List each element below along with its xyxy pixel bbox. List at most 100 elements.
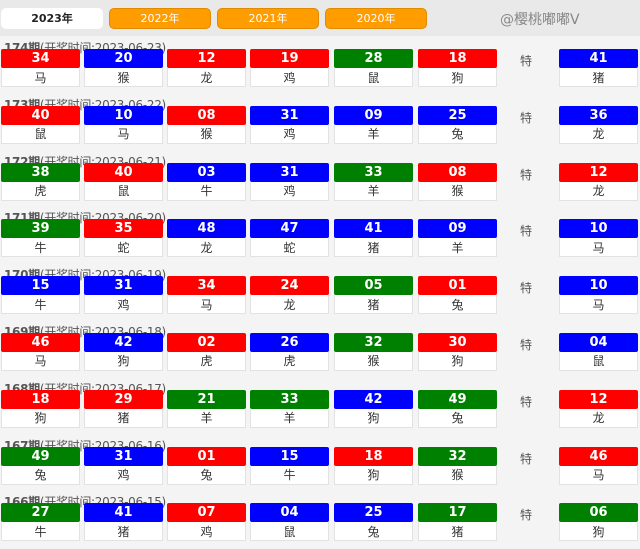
ball-number: 12: [167, 49, 246, 68]
ball-number: 10: [84, 105, 163, 125]
ball-number: 12: [559, 162, 638, 182]
ball: 08 猴: [418, 162, 497, 201]
zodiac: 猴: [167, 124, 246, 144]
zodiac: 鼠: [559, 351, 638, 371]
ball: 05 猪: [334, 276, 413, 315]
tab-2021[interactable]: 2021年: [217, 7, 319, 29]
ball-number: 40: [84, 162, 163, 182]
zodiac: 鼠: [334, 68, 413, 87]
special-ball: 10 马: [559, 219, 638, 258]
zodiac: 鸡: [84, 465, 163, 485]
ball-number: 39: [1, 219, 80, 239]
ball: 46 马: [1, 332, 80, 371]
special-label: 特: [520, 54, 533, 68]
zodiac: 猪: [84, 522, 163, 542]
zodiac: 牛: [250, 465, 329, 485]
zodiac: 兔: [418, 124, 497, 144]
ball-number: 12: [559, 389, 638, 409]
zodiac: 马: [559, 295, 638, 315]
zodiac: 马: [167, 295, 246, 315]
zodiac: 猪: [334, 295, 413, 315]
zodiac: 龙: [167, 238, 246, 258]
ball-number: 38: [1, 162, 80, 182]
ball: 31 鸡: [250, 162, 329, 201]
special-ball: 10 马: [559, 276, 638, 315]
ball-number: 46: [559, 446, 638, 466]
zodiac: 猴: [84, 68, 163, 87]
zodiac: 龙: [559, 408, 638, 428]
ball-number: 04: [250, 503, 329, 523]
zodiac: 牛: [1, 295, 80, 315]
special-label: 特: [520, 110, 533, 125]
zodiac: 猴: [418, 465, 497, 485]
tab-2020[interactable]: 2020年: [325, 7, 427, 29]
ball: 35 蛇: [84, 219, 163, 258]
ball: 26 虎: [250, 332, 329, 371]
ball-number: 33: [250, 389, 329, 409]
ball: 09 羊: [334, 105, 413, 144]
zodiac: 鼠: [84, 181, 163, 201]
ball: 31 鸡: [84, 446, 163, 485]
ball-number: 41: [84, 503, 163, 523]
ball-number: 34: [167, 276, 246, 296]
ball: 33 羊: [334, 162, 413, 201]
ball-number: 49: [418, 389, 497, 409]
draw-row: 167期(开奖时间:2023-06-16) 49 兔 31 鸡 01 兔 15 牛 18 狗 32 猴特…: [0, 434, 640, 491]
ball-number: 27: [1, 503, 80, 523]
draw-row: 170期(开奖时间:2023-06-19) 15 牛 31 鸡 34 马 24 龙 05 猪 01 兔特…: [0, 263, 640, 320]
ball-number: 41: [559, 49, 638, 68]
ball-number: 18: [418, 49, 497, 68]
zodiac: 兔: [334, 522, 413, 542]
ball-number: 06: [559, 503, 638, 523]
year-tabs: 2023年 2022年 2021年 2020年: [0, 0, 640, 36]
ball: 15 牛: [250, 446, 329, 485]
zodiac: 猪: [418, 522, 497, 542]
zodiac: 羊: [250, 408, 329, 428]
ball-number: 18: [1, 389, 80, 409]
ball-number: 10: [559, 219, 638, 239]
tab-2022[interactable]: 2022年: [109, 7, 211, 29]
zodiac: 龙: [167, 68, 246, 87]
ball-number: 09: [418, 219, 497, 239]
draw-list: 174期(开奖时间:2023-06-23) 34 马 20 猴 12 龙 19 鸡 28 鼠 18 狗特…: [0, 36, 640, 547]
ball-number: 46: [1, 332, 80, 352]
zodiac: 狗: [418, 351, 497, 371]
tab-2023[interactable]: 2023年: [1, 7, 103, 29]
ball: 02 虎: [167, 332, 246, 371]
ball-number: 08: [167, 105, 246, 125]
zodiac: 牛: [167, 181, 246, 201]
zodiac: 羊: [334, 181, 413, 201]
ball: 34 马: [167, 276, 246, 315]
ball: 32 猴: [418, 446, 497, 485]
ball: 27 牛: [1, 503, 80, 542]
ball: 41 猪: [334, 219, 413, 258]
ball: 07 鸡: [167, 503, 246, 542]
zodiac: 羊: [167, 408, 246, 428]
zodiac: 狗: [84, 351, 163, 371]
zodiac: 牛: [1, 238, 80, 258]
zodiac: 鸡: [167, 522, 246, 542]
ball: 31 鸡: [84, 276, 163, 315]
special-label: 特: [520, 281, 533, 296]
ball-number: 42: [334, 389, 413, 409]
ball: 17 猪: [418, 503, 497, 542]
ball-number: 25: [334, 503, 413, 523]
ball-number: 01: [167, 446, 246, 466]
ball-number: 31: [84, 276, 163, 296]
ball-number: 09: [334, 105, 413, 125]
ball-number: 18: [334, 446, 413, 466]
ball: 10 马: [84, 105, 163, 144]
ball: 29 猪: [84, 389, 163, 428]
ball-number: 42: [84, 332, 163, 352]
ball: 28 鼠: [334, 49, 413, 87]
ball-number: 08: [418, 162, 497, 182]
ball: 33 羊: [250, 389, 329, 428]
zodiac: 猪: [84, 408, 163, 428]
zodiac: 鸡: [84, 295, 163, 315]
ball-number: 07: [167, 503, 246, 523]
zodiac: 马: [1, 68, 80, 87]
zodiac: 羊: [418, 238, 497, 258]
ball: 42 狗: [334, 389, 413, 428]
zodiac: 狗: [334, 465, 413, 485]
watermark: @樱桃嘟嘟V: [500, 12, 580, 28]
